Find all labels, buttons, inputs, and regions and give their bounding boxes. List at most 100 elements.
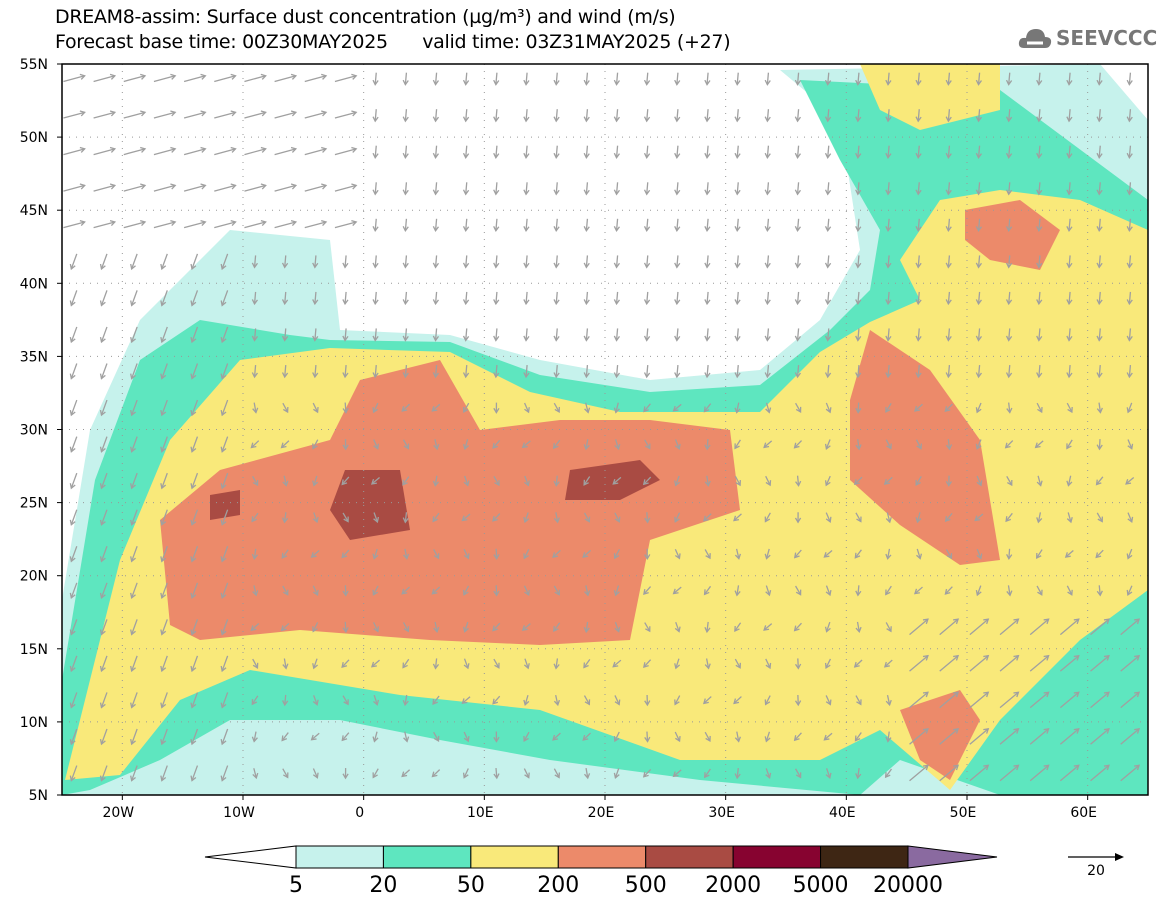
wind-arrow-icon [214,110,237,119]
wind-arrow-icon [672,586,682,595]
wind-arrow-icon [583,182,590,196]
wind-arrow-icon [461,513,471,522]
logo-text: SEEVCCC [1056,26,1158,50]
wind-arrow-icon [1005,328,1013,342]
wind-arrow-icon [523,658,530,670]
wind-arrow-icon [130,363,138,380]
wind-arrow-icon [734,145,741,159]
wind-arrow-icon [220,692,229,709]
wind-arrow-icon [644,622,651,633]
wind-arrow-icon [583,291,590,306]
wind-arrow-icon [642,476,652,486]
wind-arrow-icon [523,402,530,414]
wind-arrow-icon [401,403,410,412]
wind-arrow-icon [220,509,229,526]
wind-arrow-icon [644,439,651,450]
wind-arrow-icon [462,145,470,159]
wind-arrow-icon [764,109,771,123]
wind-arrow-icon [975,402,982,414]
lon-label: 10W [223,805,255,821]
wind-arrow-icon [123,183,147,192]
wind-arrow-icon [123,219,147,229]
wind-arrow-icon [523,731,530,743]
wind-arrow-icon [704,549,711,560]
wind-arrow-icon [613,182,621,196]
wind-arrow-icon [583,658,591,669]
lon-label: 20W [102,805,134,821]
wind-arrow-icon [969,654,990,672]
wind-arrow-icon [274,219,298,229]
wind-arrow-icon [969,618,990,636]
wind-arrow-icon [764,731,771,743]
wind-arrow-icon [99,253,108,271]
wind-arrow-icon [885,255,892,269]
wind-arrow-icon [974,513,984,522]
wind-arrow-icon [402,364,409,379]
wind-arrow-icon [765,585,772,597]
wind-arrow-icon [1036,512,1043,524]
wind-arrow-icon [1005,109,1013,123]
wind-arrow-icon [945,291,952,306]
wind-arrow-icon [553,694,561,707]
wind-arrow-icon [153,219,177,229]
wind-arrow-icon [190,619,199,636]
wind-arrow-icon [703,513,712,522]
wind-arrow-icon [1066,218,1073,233]
wind-vectors [63,72,1141,782]
wind-arrow-icon [969,764,990,782]
wind-arrow-icon [674,328,681,342]
dust-level-200-500-caspian [965,200,1060,270]
wind-arrow-icon [130,765,138,782]
wind-arrow-icon [793,549,802,559]
wind-arrow-icon [312,475,319,487]
map-subtitle: Forecast base time: 00Z30MAY2025 valid t… [55,31,731,53]
wind-arrow-icon [824,328,832,342]
wind-arrow-icon [553,585,560,596]
wind-arrow-icon [153,146,177,156]
wind-arrow-icon [825,768,832,780]
wind-arrow-icon [69,655,78,673]
wind-arrow-icon [1036,109,1043,123]
wind-arrow-icon [883,659,893,668]
wind-arrow-icon [492,695,501,705]
wind-arrow-icon [310,550,320,558]
wind-arrow-icon [160,582,168,600]
wind-arrow-icon [183,183,207,192]
wind-arrow-icon [130,619,138,636]
wind-arrow-icon [939,727,960,745]
wind-arrow-icon [975,439,982,450]
wind-arrow-icon [160,619,168,636]
wind-arrow-icon [521,623,531,631]
wind-arrow-icon [1096,145,1103,159]
wind-arrow-icon [280,622,290,632]
wind-arrow-icon [370,476,380,485]
wind-arrow-icon [999,618,1020,636]
lat-label: 15N [20,642,48,658]
wind-arrow-icon [462,182,470,196]
wind-arrow-icon [553,255,560,269]
wind-arrow-icon [372,548,379,560]
wind-arrow-icon [493,328,500,342]
wind-arrow-icon [1096,109,1103,123]
wind-arrow-icon [493,182,500,196]
wind-arrow-icon [432,255,440,269]
wind-arrow-icon [274,73,298,83]
wind-arrow-icon [281,328,289,342]
wind-arrow-icon [939,654,960,672]
wind-arrow-icon [945,328,952,342]
wind-arrow-icon [372,109,379,123]
wind-arrow-icon [915,328,922,342]
lat-label: 55N [20,57,48,73]
wind-arrow-icon [190,363,199,380]
wind-arrow-icon [523,548,530,560]
wind-arrow-icon [583,621,590,634]
wind-arrow-icon [855,109,862,123]
wind-arrow-icon [123,146,147,156]
wind-arrow-icon [130,655,138,673]
wind-arrow-icon [765,658,772,670]
wind-arrow-icon [1096,364,1103,379]
wind-arrow-icon [69,546,78,563]
wind-arrow-icon [493,476,500,487]
wind-arrow-icon [969,727,990,745]
